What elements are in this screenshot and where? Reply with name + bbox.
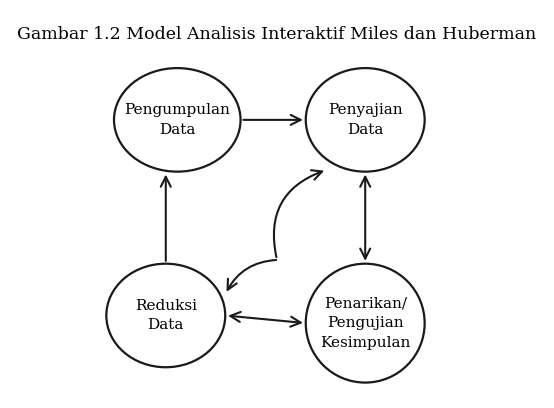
Ellipse shape [306,68,425,172]
Text: Pengumpulan
Data: Pengumpulan Data [124,103,230,137]
Ellipse shape [114,68,240,172]
Text: Gambar 1.2 Model Analisis Interaktif Miles dan Huberman: Gambar 1.2 Model Analisis Interaktif Mil… [17,26,537,43]
Ellipse shape [106,264,225,367]
Text: Penyajian
Data: Penyajian Data [328,103,403,137]
Text: Penarikan/
Pengujian
Kesimpulan: Penarikan/ Pengujian Kesimpulan [320,297,411,350]
Text: Reduksi
Data: Reduksi Data [135,299,197,332]
Ellipse shape [306,264,425,383]
